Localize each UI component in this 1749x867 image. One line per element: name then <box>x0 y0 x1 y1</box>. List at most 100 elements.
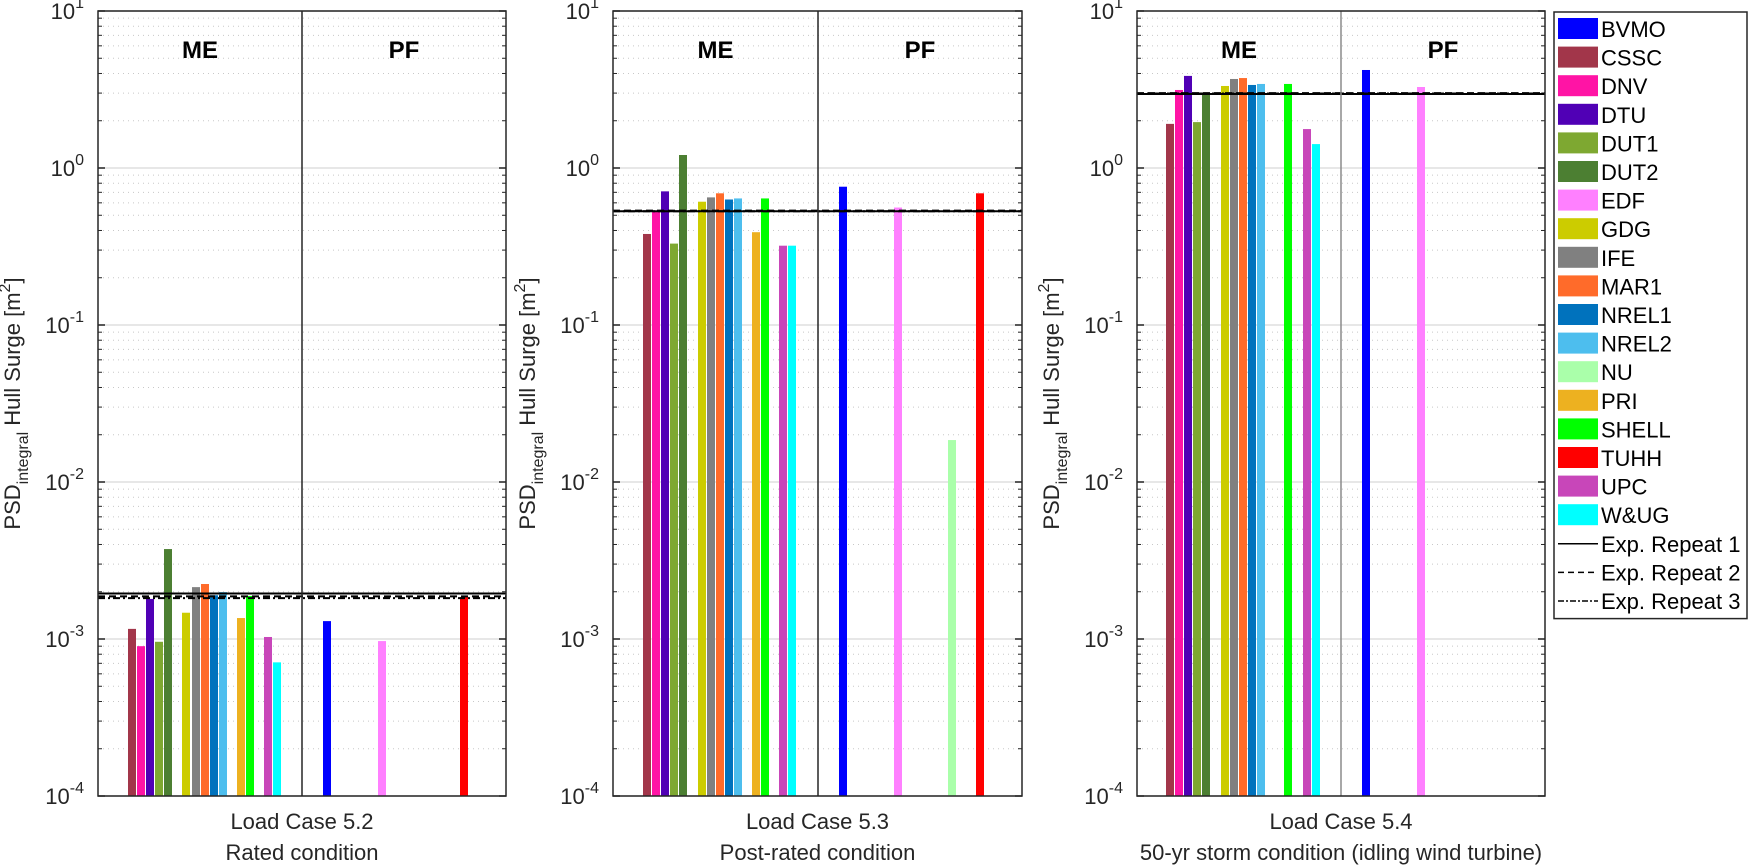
legend-swatch-edf <box>1558 189 1598 211</box>
group-label-me: ME <box>1221 37 1257 64</box>
y-tick-label: 100 <box>1090 152 1123 181</box>
y-tick-label: 10-4 <box>1084 780 1123 809</box>
legend-swatch-nu <box>1558 361 1598 383</box>
legend-swatch-pri <box>1558 389 1598 411</box>
bar-me-cssc <box>1166 123 1174 797</box>
bar-me-gdg <box>182 612 190 796</box>
legend-swatch-upc <box>1558 475 1598 497</box>
panel-title: Load Case 5.3 <box>746 809 889 834</box>
y-tick-label: 10-1 <box>560 309 599 338</box>
legend-label: W&UG <box>1601 503 1669 528</box>
legend-label: Exp. Repeat 1 <box>1601 532 1740 557</box>
group-label-pf: PF <box>389 37 420 64</box>
bar-me-upc <box>779 245 787 796</box>
bar-me-nrel2 <box>1257 83 1265 797</box>
group-label-me: ME <box>182 37 218 64</box>
bar-pf-bvmo <box>839 186 847 796</box>
y-tick-label: 10-1 <box>1084 309 1123 338</box>
y-tick-label: 100 <box>566 152 599 181</box>
y-tick-label: 10-2 <box>45 466 84 495</box>
bar-me-ife <box>1230 78 1238 796</box>
bar-me-shell <box>246 595 254 796</box>
bar-me-ife <box>707 197 715 796</box>
panel-subtitle: Post-rated condition <box>720 840 916 865</box>
bar-me-pri <box>237 618 245 796</box>
legend-label: PRI <box>1601 389 1638 414</box>
y-tick-label: 10-2 <box>1084 466 1123 495</box>
legend-label: Exp. Repeat 3 <box>1601 589 1740 614</box>
legend-label: MAR1 <box>1601 274 1662 299</box>
y-axis-label: PSDintegral Hull Surge [m2] <box>1036 277 1071 529</box>
legend-swatch-wug <box>1558 504 1598 526</box>
legend-swatch-nrel1 <box>1558 304 1598 325</box>
legend-swatch-gdg <box>1558 218 1598 240</box>
bar-me-nrel1 <box>1248 84 1256 796</box>
panel-subtitle: 50-yr storm condition (idling wind turbi… <box>1140 840 1542 865</box>
panel-1: ME PF 101 100 10-1 10-2 10-3 10-4 PSDintegral Hu… <box>0 0 507 865</box>
bar-me-wug <box>1312 144 1320 797</box>
legend-label: DUT2 <box>1601 160 1658 185</box>
legend-swatch-bvmo <box>1558 18 1598 39</box>
legend-swatch-shell <box>1558 418 1598 440</box>
bar-me-dnv <box>1175 89 1183 796</box>
bar-me-gdg <box>698 201 706 796</box>
legend-label: DNV <box>1601 74 1648 99</box>
bar-me-dut2 <box>679 155 687 797</box>
legend-swatch-dnv <box>1558 75 1598 97</box>
y-axis-label: PSDintegral Hull Surge [m2] <box>512 277 547 529</box>
bar-pf-edf <box>894 207 902 796</box>
bar-pf-nu <box>948 440 956 796</box>
bar-me-wug <box>788 245 796 796</box>
y-axis-label: PSDintegral Hull Surge [m2] <box>0 277 32 529</box>
bar-me-shell <box>761 198 769 796</box>
group-label-pf: PF <box>905 37 936 64</box>
legend-swatch-nrel2 <box>1558 332 1598 354</box>
legend-label: NREL2 <box>1601 332 1672 357</box>
legend-label: IFE <box>1601 246 1635 271</box>
bar-me-gdg <box>1221 85 1229 796</box>
bar-me-dut1 <box>670 243 678 796</box>
y-tick-label: 101 <box>1090 0 1123 24</box>
axes-box <box>1136 10 1546 797</box>
y-tick-label: 10-3 <box>1084 623 1123 652</box>
bar-me-upc <box>1303 129 1311 797</box>
legend-label: BVMO <box>1601 17 1666 42</box>
legend-label: DUT1 <box>1601 131 1658 156</box>
group-label-pf: PF <box>1428 37 1459 64</box>
bar-me-cssc <box>643 233 651 796</box>
y-tick-label: 10-3 <box>45 623 84 652</box>
panel-3: ME PF 101 100 10-1 10-2 10-3 10-4 PSDintegral Hu… <box>1036 0 1546 865</box>
legend-swatch-dtu <box>1558 103 1598 125</box>
bar-me-dnv <box>652 211 660 796</box>
bar-me-dtu <box>1184 75 1192 797</box>
y-tick-label: 10-4 <box>45 780 84 809</box>
legend-label: CSSC <box>1601 46 1662 71</box>
bar-me-dtu <box>661 191 669 797</box>
bar-me-nrel1 <box>210 595 218 796</box>
bar-me-dut1 <box>1193 122 1201 797</box>
y-tick-label: 10-1 <box>45 309 84 338</box>
legend-swatch-ife <box>1558 246 1598 268</box>
bar-me-dut2 <box>1202 94 1210 797</box>
legend: BVMO CSSC DNV DTU DUT1 DUT2 EDF GDG IFE MAR1 NREL1… <box>1553 11 1748 620</box>
bar-pf-edf <box>1417 87 1425 796</box>
bar-me-pri <box>752 232 760 796</box>
bar-me-mar1 <box>1239 78 1247 797</box>
bar-pf-tuhh <box>460 597 468 796</box>
bar-pf-bvmo <box>323 621 331 796</box>
bar-pf-edf <box>378 641 386 796</box>
y-tick-label: 101 <box>51 0 84 24</box>
panel-title: Load Case 5.4 <box>1269 809 1412 834</box>
y-tick-label: 101 <box>566 0 599 24</box>
legend-swatch-mar1 <box>1558 275 1598 297</box>
y-tick-label: 10-4 <box>560 780 599 809</box>
legend-swatch-cssc <box>1558 46 1598 68</box>
panel-title: Load Case 5.2 <box>230 809 373 834</box>
axes-box <box>612 10 1023 797</box>
bar-me-nrel1 <box>725 199 733 796</box>
bar-pf-tuhh <box>976 193 984 797</box>
legend-label: Exp. Repeat 2 <box>1601 560 1740 585</box>
bar-me-shell <box>1284 83 1292 797</box>
bar-me-nrel2 <box>734 198 742 796</box>
